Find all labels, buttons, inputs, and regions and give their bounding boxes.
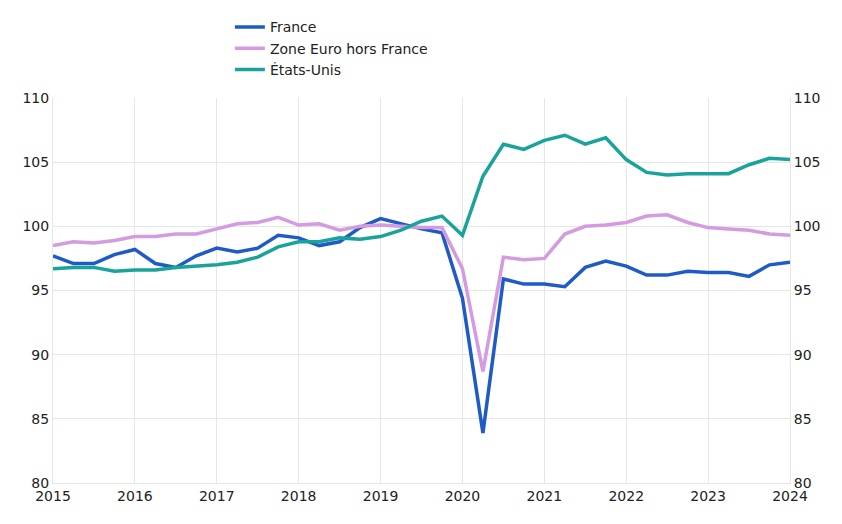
svg-text:105: 105 bbox=[22, 154, 49, 170]
svg-text:90: 90 bbox=[794, 347, 812, 363]
svg-text:Zone Euro hors France: Zone Euro hors France bbox=[270, 41, 428, 57]
svg-text:2017: 2017 bbox=[199, 488, 235, 504]
svg-text:105: 105 bbox=[794, 154, 821, 170]
svg-text:2023: 2023 bbox=[690, 488, 726, 504]
svg-text:95: 95 bbox=[794, 282, 812, 298]
svg-text:80: 80 bbox=[794, 475, 812, 491]
svg-text:2021: 2021 bbox=[527, 488, 563, 504]
svg-text:100: 100 bbox=[22, 218, 49, 234]
svg-text:110: 110 bbox=[22, 90, 49, 106]
svg-text:80: 80 bbox=[31, 475, 49, 491]
svg-text:États-Unis: États-Unis bbox=[270, 62, 341, 78]
svg-text:90: 90 bbox=[31, 347, 49, 363]
svg-text:2018: 2018 bbox=[281, 488, 317, 504]
svg-text:2022: 2022 bbox=[608, 488, 644, 504]
svg-text:95: 95 bbox=[31, 282, 49, 298]
svg-text:2019: 2019 bbox=[363, 488, 399, 504]
svg-text:2016: 2016 bbox=[117, 488, 153, 504]
svg-text:85: 85 bbox=[794, 411, 812, 427]
svg-text:2024: 2024 bbox=[772, 488, 808, 504]
svg-text:110: 110 bbox=[794, 90, 821, 106]
svg-text:2020: 2020 bbox=[445, 488, 481, 504]
svg-text:2015: 2015 bbox=[35, 488, 71, 504]
svg-text:85: 85 bbox=[31, 411, 49, 427]
svg-text:France: France bbox=[270, 19, 317, 35]
svg-text:100: 100 bbox=[794, 218, 821, 234]
